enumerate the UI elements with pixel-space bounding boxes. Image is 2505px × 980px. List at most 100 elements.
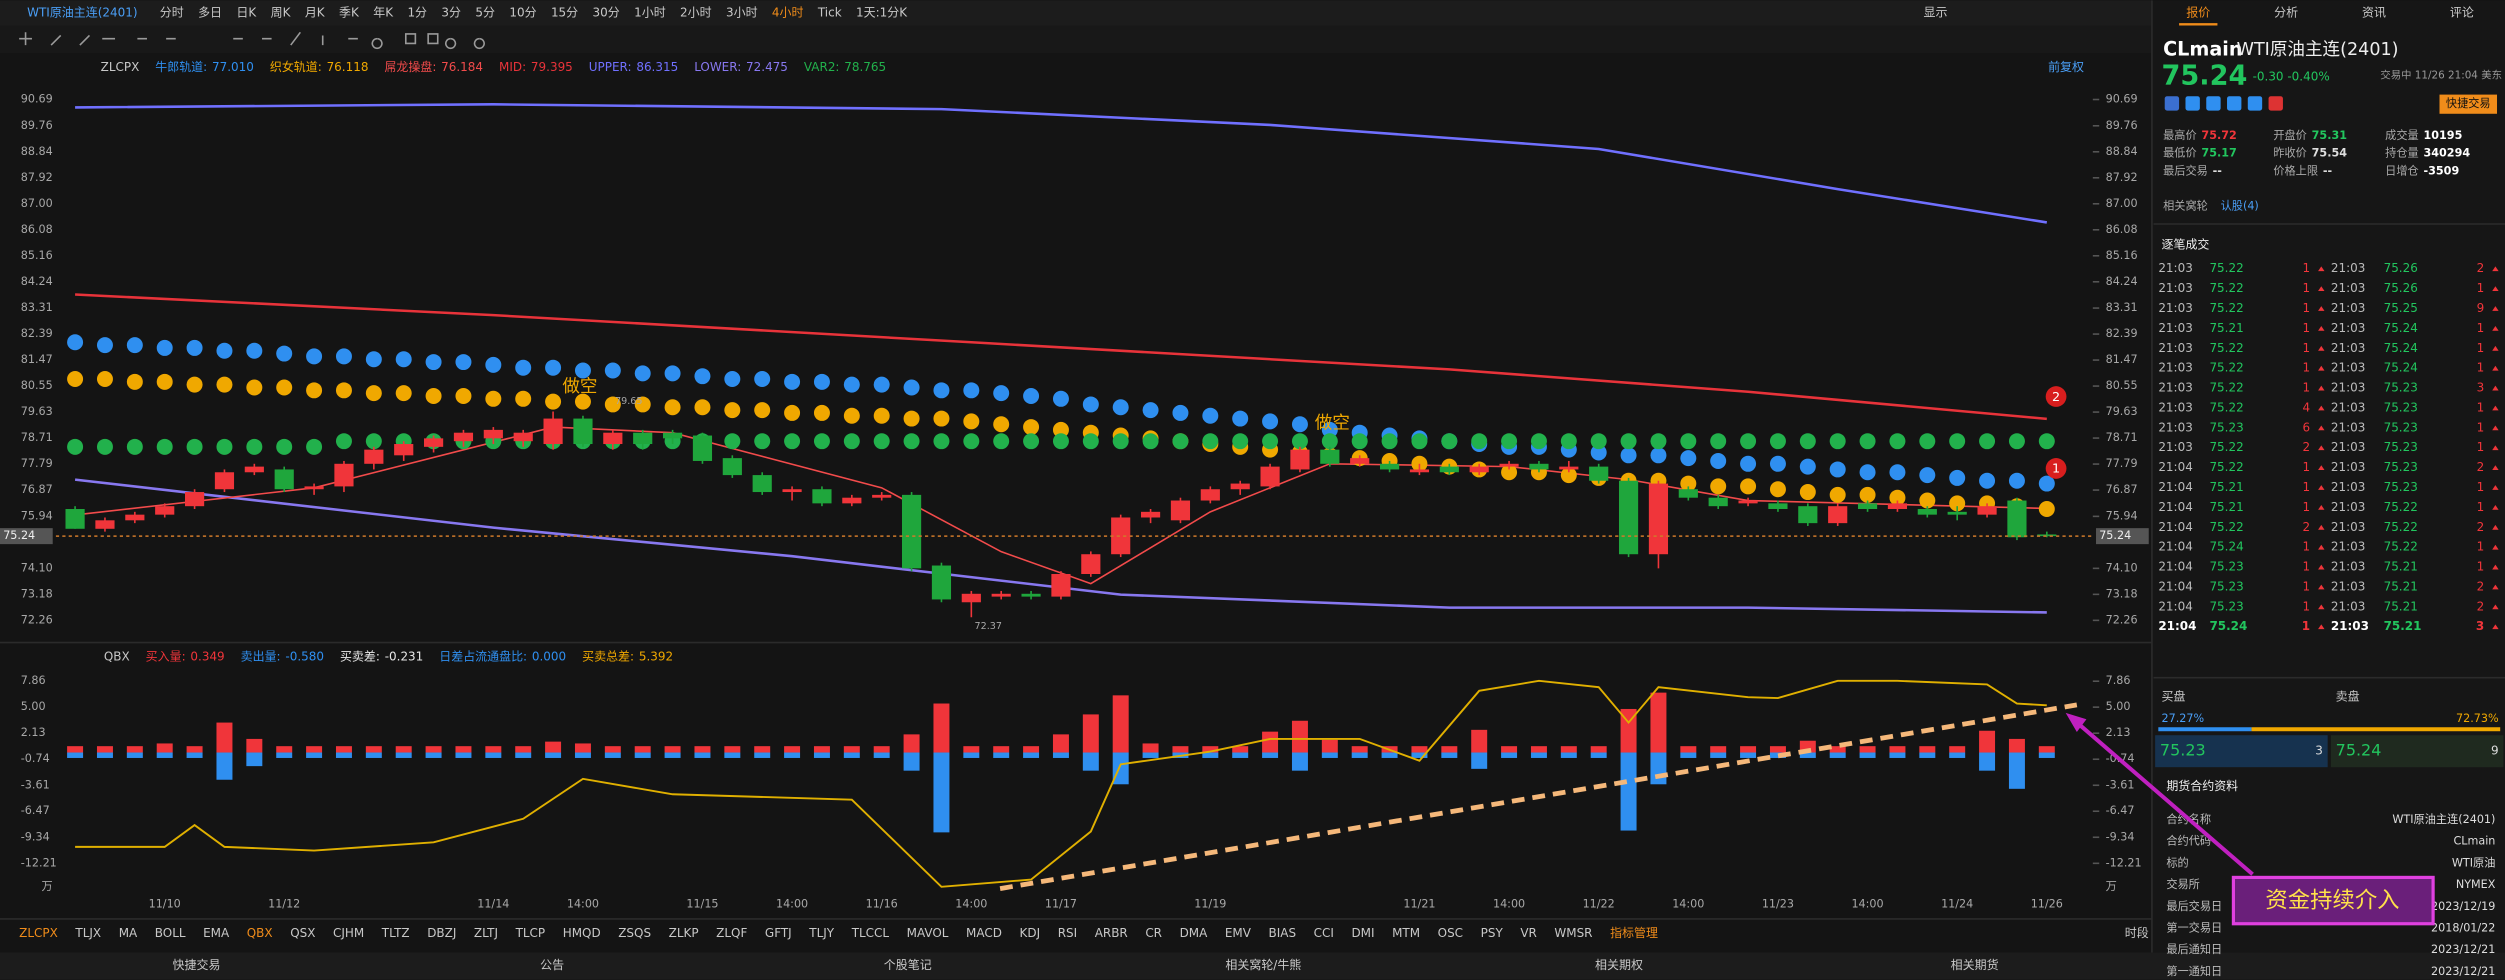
footer-tab[interactable]: 相关窝轮/牛熊 xyxy=(1225,957,1301,972)
qbx-bar xyxy=(276,746,293,753)
indicator-dot xyxy=(1740,455,1757,472)
period-tab[interactable]: 3小时 xyxy=(726,6,758,20)
y-tick-label: 88.84 xyxy=(21,145,53,158)
indicator-dot xyxy=(993,385,1010,402)
footer-tab[interactable]: 相关期货 xyxy=(1951,957,1999,972)
period-tab[interactable]: 季K xyxy=(339,6,360,20)
indicator-tab[interactable]: QSX xyxy=(290,926,315,940)
indicator-tab[interactable]: BIAS xyxy=(1269,926,1297,940)
indicator-dot xyxy=(754,433,771,450)
indicator-dot xyxy=(1919,467,1936,484)
period-tab[interactable]: 5分 xyxy=(475,6,495,20)
indicator-tab[interactable]: ZSQS xyxy=(618,926,651,940)
indicator-tab[interactable]: CJHM xyxy=(333,926,364,940)
period-tab[interactable]: 周K xyxy=(271,6,292,20)
indicator-tab[interactable]: ZLQF xyxy=(716,926,747,940)
indicator-tab[interactable]: ZLKP xyxy=(669,926,699,940)
adjust-mode[interactable]: 前复权 xyxy=(2048,59,2084,74)
panel-tab[interactable]: 评论 xyxy=(2450,6,2474,20)
period-tab[interactable]: 2小时 xyxy=(680,6,712,20)
period-tab[interactable]: 1小时 xyxy=(634,6,666,20)
indicator-tab[interactable]: TLJY xyxy=(808,926,835,940)
indicator-tab[interactable]: OSC xyxy=(1438,926,1463,940)
indicator-tab[interactable]: KDJ xyxy=(1020,926,1041,940)
drawing-tools[interactable] xyxy=(19,31,485,49)
period-tab[interactable]: 3分 xyxy=(441,6,461,20)
indicator-tab[interactable]: RSI xyxy=(1058,926,1077,940)
indicator-dot xyxy=(1262,433,1279,450)
indicator-tab[interactable]: CR xyxy=(1145,926,1162,940)
tick-qty: 3 xyxy=(2477,381,2485,395)
footer-tab[interactable]: 相关期权 xyxy=(1595,958,1643,972)
qbx-bar xyxy=(67,752,84,758)
period-tab[interactable]: 10分 xyxy=(509,6,536,20)
panel-tab[interactable]: 资讯 xyxy=(2362,6,2386,20)
indicator-dot xyxy=(186,339,203,356)
period-tab[interactable]: 4小时 xyxy=(772,6,804,20)
indicator-tab[interactable]: ZLTJ xyxy=(474,926,498,940)
y-tick-label: 5.00 xyxy=(2106,700,2131,713)
indicator-tab[interactable]: MA xyxy=(119,926,138,940)
symbol[interactable]: WTI原油主连(2401) xyxy=(27,5,137,20)
period-tab[interactable]: 多日 xyxy=(198,6,222,20)
period-tab[interactable]: 30分 xyxy=(593,6,620,20)
indicator-tab[interactable]: CCI xyxy=(1314,926,1334,940)
indicator-tab[interactable]: BOLL xyxy=(155,926,186,940)
period-tab[interactable]: 分时 xyxy=(160,6,184,20)
footer-tab[interactable]: 公告 xyxy=(540,958,564,972)
quote-price: 75.24 xyxy=(2162,61,2248,92)
session-tab[interactable]: 时段 xyxy=(2125,925,2149,940)
indicator-tab[interactable]: DMA xyxy=(1180,926,1209,940)
badge-icon xyxy=(2164,96,2180,111)
indicator-tab[interactable]: ARBR xyxy=(1095,926,1128,940)
tick-arrow xyxy=(2318,345,2325,351)
indicator-tab[interactable]: TLCP xyxy=(515,926,546,940)
period-tab[interactable]: 1分 xyxy=(407,6,427,20)
indicator-tab[interactable]: HMQD xyxy=(563,926,601,940)
indicator-tab[interactable]: TLJX xyxy=(74,926,101,940)
indicator-tab[interactable]: VR xyxy=(1520,926,1537,940)
tick-price: 75.22 xyxy=(2384,520,2418,534)
period-tab[interactable]: 年K xyxy=(373,6,394,20)
indicator-tab[interactable]: ZLCPX xyxy=(19,926,58,940)
display-menu[interactable]: 显示 xyxy=(1923,6,1947,20)
panel-tab[interactable]: 分析 xyxy=(2274,6,2298,20)
callout-arrowhead xyxy=(2065,712,2087,733)
indicator-tab[interactable]: QBX xyxy=(247,926,273,940)
quick-trade-btn[interactable] xyxy=(2439,94,2498,114)
indicator-tab[interactable]: EMV xyxy=(1225,926,1252,940)
indicator-tab[interactable]: TLCCL xyxy=(851,926,890,940)
callout-box xyxy=(2231,875,2435,926)
indicator-tab[interactable]: WMSR xyxy=(1554,926,1592,940)
candle-body xyxy=(1021,593,1041,597)
period-tab[interactable]: 15分 xyxy=(551,6,578,20)
tick-arrow xyxy=(2492,286,2499,292)
indicator-dot xyxy=(574,393,591,410)
candle-body xyxy=(991,593,1011,597)
period-tab[interactable]: Tick xyxy=(817,6,842,20)
indicator-dot xyxy=(1680,433,1697,450)
panel-tab[interactable]: 报价 xyxy=(2186,5,2210,20)
related-link[interactable]: 认股(4) xyxy=(2221,199,2259,212)
indicator-tab[interactable]: MAVOL xyxy=(907,926,949,940)
indicator-tab[interactable]: 指标管理 xyxy=(1610,925,1658,940)
tick-arrow xyxy=(2492,385,2499,391)
indicator-tab[interactable]: MACD xyxy=(966,926,1002,940)
indicator-dot xyxy=(1202,407,1219,424)
indicator-tab[interactable]: DBZJ xyxy=(427,926,456,940)
indicator-tab[interactable]: PSY xyxy=(1481,926,1504,940)
indicator-dot xyxy=(1710,452,1727,469)
quick-trade-text[interactable]: 快捷交易 xyxy=(2446,96,2491,110)
indicator-tab[interactable]: MTM xyxy=(1392,926,1420,940)
period-tab[interactable]: 1天:1分K xyxy=(856,6,908,20)
footer-tab[interactable]: 个股笔记 xyxy=(884,957,932,972)
period-tab[interactable]: 月K xyxy=(305,6,326,20)
candle-body xyxy=(274,469,294,490)
indicator-tab[interactable]: TLTZ xyxy=(381,926,410,940)
indicator-tab[interactable]: EMA xyxy=(203,926,230,940)
footer-tab[interactable]: 快捷交易 xyxy=(173,957,221,972)
indicator-tab[interactable]: GFTJ xyxy=(765,926,792,940)
indicator-tab[interactable]: DMI xyxy=(1351,926,1374,940)
period-tab[interactable]: 日K xyxy=(236,6,257,20)
tick-qty: 1 xyxy=(2477,540,2485,554)
